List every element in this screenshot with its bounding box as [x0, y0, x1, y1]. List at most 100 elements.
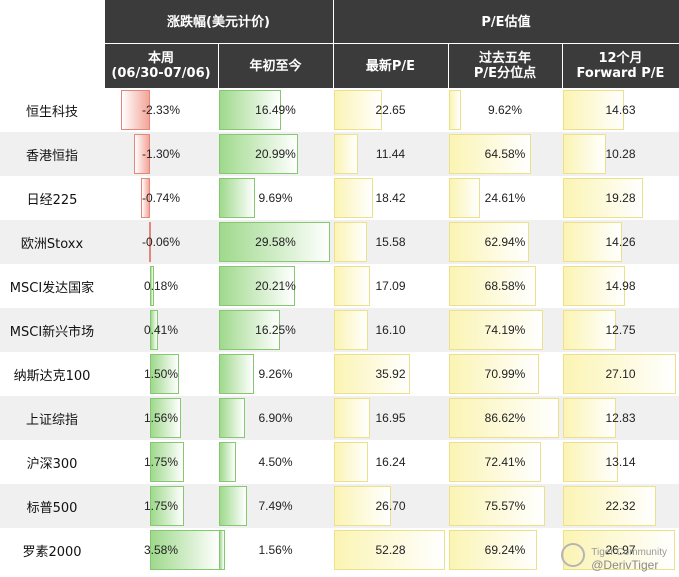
pe-percentile-bar: [449, 398, 559, 438]
table-row: 纳斯达克100 1.50% 9.26% 35.92 70.99% 27.10: [0, 352, 679, 396]
header-divider: [104, 0, 105, 88]
header-divider: [218, 44, 219, 88]
ytd-change-label: 16.25%: [255, 323, 296, 337]
week-change-label: 0.18%: [143, 279, 179, 293]
week-change-bar: [150, 486, 185, 526]
latest-pe-bar: [334, 266, 371, 306]
forward-pe-label: 14.63: [605, 103, 636, 117]
header-divider: [333, 0, 334, 88]
pe-percentile-bar: [449, 178, 481, 218]
latest-pe-bar: [334, 222, 368, 262]
header-col-ytd: 年初至今: [218, 44, 333, 88]
table-row: 罗素2000 3.58% 1.56% 52.28 69.24% 26.97: [0, 528, 679, 572]
header-group-pe: P/E估值: [333, 0, 679, 44]
pe-percentile-label: 9.62%: [487, 103, 523, 117]
latest-pe-bar: [334, 310, 369, 350]
ytd-change-label: 7.49%: [258, 499, 293, 513]
ytd-change-bar: [219, 266, 295, 306]
forward-pe-bar: [563, 266, 626, 306]
week-change-label: 3.58%: [143, 543, 179, 557]
ytd-change-label: 20.99%: [255, 147, 296, 161]
latest-pe-bar: [334, 354, 411, 394]
week-change-label: 1.75%: [143, 455, 179, 469]
forward-pe-bar: [563, 222, 623, 262]
table-row: 上证综指 1.56% 6.90% 16.95 86.62% 12.83: [0, 396, 679, 440]
header-divider: [104, 43, 679, 44]
week-change-bar: [150, 354, 180, 394]
latest-pe-label: 22.65: [375, 103, 406, 117]
table-row: 日经225 -0.74% 9.69% 18.42 24.61% 19.28: [0, 176, 679, 220]
ytd-change-bar: [219, 310, 280, 350]
forward-pe-label: 22.32: [605, 499, 636, 513]
latest-pe-label: 16.95: [375, 411, 406, 425]
pe-percentile-label: 86.62%: [484, 411, 526, 425]
week-change-label: 1.56%: [143, 411, 179, 425]
header-col-pe: 最新P/E: [333, 44, 448, 88]
pe-percentile-label: 64.58%: [484, 147, 526, 161]
header-group-change: 涨跌幅(美元计价): [104, 0, 333, 44]
watermark: Tiger Community @DerivTiger: [591, 547, 667, 571]
forward-pe-bar: [563, 486, 657, 526]
week-change-bar: [150, 310, 159, 350]
forward-pe-label: 10.28: [605, 147, 636, 161]
row-label: 标普500: [26, 500, 78, 516]
pe-percentile-label: 24.61%: [484, 191, 526, 205]
row-label: 罗素2000: [22, 544, 82, 560]
ytd-change-label: 16.49%: [255, 103, 296, 117]
week-change-bar: [150, 442, 185, 482]
forward-pe-bar: [563, 442, 618, 482]
ytd-change-label: 29.58%: [255, 235, 296, 249]
table-row: MSCI新兴市场 0.41% 16.25% 16.10 74.19% 12.75: [0, 308, 679, 352]
pe-percentile-bar: [449, 354, 540, 394]
week-change-label: 1.75%: [143, 499, 179, 513]
week-change-label: 0.41%: [143, 323, 179, 337]
pe-percentile-label: 69.24%: [484, 543, 526, 557]
ytd-change-bar: [219, 398, 245, 438]
latest-pe-label: 18.42: [375, 191, 406, 205]
pe-percentile-label: 62.94%: [484, 235, 526, 249]
latest-pe-bar: [334, 530, 445, 570]
week-change-label: 1.50%: [143, 367, 179, 381]
table-row: 香港恒指 -1.30% 20.99% 11.44 64.58% 10.28: [0, 132, 679, 176]
row-label: 恒生科技: [25, 104, 78, 120]
header-divider: [562, 44, 563, 88]
header-col-forward-pe: 12个月 Forward P/E: [562, 44, 679, 88]
ytd-change-label: 9.69%: [258, 191, 293, 205]
latest-pe-label: 52.28: [375, 543, 406, 557]
ytd-change-bar: [219, 442, 236, 482]
latest-pe-bar: [334, 178, 374, 218]
ytd-change-label: 1.56%: [258, 543, 293, 557]
week-change-bar: [120, 90, 150, 130]
header-col-week: 本周 (06/30-07/06): [104, 44, 218, 88]
forward-pe-bar: [563, 178, 644, 218]
pe-percentile-bar: [449, 310, 544, 350]
ytd-change-bar: [219, 222, 330, 262]
latest-pe-label: 17.09: [375, 279, 406, 293]
pe-percentile-bar: [449, 530, 537, 570]
latest-pe-bar: [334, 486, 391, 526]
table-row: MSCI发达国家 0.18% 20.21% 17.09 68.58% 14.98: [0, 264, 679, 308]
watermark-line1: Tiger Community: [591, 547, 667, 558]
pe-percentile-bar: [449, 266, 537, 306]
ytd-change-bar: [219, 178, 256, 218]
latest-pe-label: 11.44: [375, 147, 406, 161]
week-change-bar: [140, 178, 150, 218]
latest-pe-bar: [334, 134, 359, 174]
table-row: 恒生科技 -2.33% 16.49% 22.65 9.62% 14.63: [0, 88, 679, 132]
forward-pe-label: 19.28: [605, 191, 636, 205]
latest-pe-bar: [334, 398, 370, 438]
forward-pe-label: 14.26: [605, 235, 636, 249]
latest-pe-bar: [334, 90, 383, 130]
row-label: 上证综指: [25, 412, 78, 428]
pe-percentile-label: 70.99%: [484, 367, 526, 381]
row-label: 香港恒指: [25, 148, 78, 164]
latest-pe-label: 35.92: [375, 367, 406, 381]
pe-percentile-label: 72.41%: [484, 455, 526, 469]
watermark-line2: @DerivTiger: [591, 558, 659, 572]
ytd-change-label: 9.26%: [258, 367, 293, 381]
week-change-bar: [149, 222, 152, 262]
ytd-change-bar: [219, 354, 254, 394]
latest-pe-label: 26.70: [375, 499, 406, 513]
ytd-change-bar: [219, 90, 281, 130]
